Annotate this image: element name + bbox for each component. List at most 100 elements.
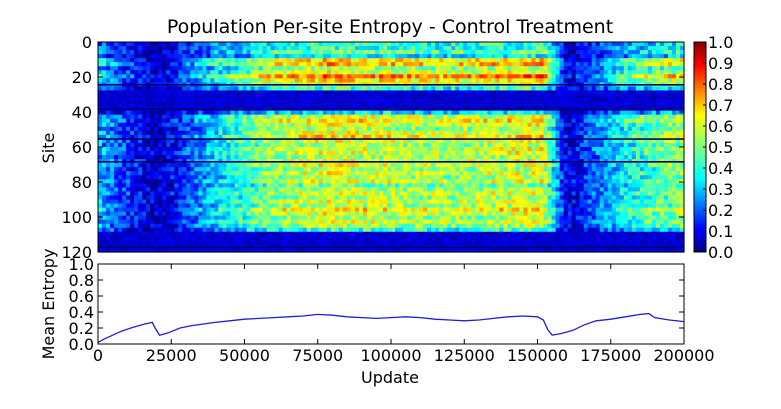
heatmap-cell — [318, 171, 324, 176]
heatmap-cell — [206, 151, 211, 156]
heatmap-cell — [154, 98, 159, 104]
heatmap-cell — [543, 138, 549, 144]
heatmap-cell — [599, 102, 605, 108]
heatmap-cell — [611, 118, 617, 124]
heatmap-cell — [451, 90, 456, 96]
heatmap-cell — [246, 66, 252, 71]
heatmap-cell — [338, 98, 344, 104]
heatmap-cell — [431, 171, 436, 176]
heatmap-cell — [382, 46, 388, 51]
heatmap-cell — [298, 90, 304, 96]
heatmap-cell — [495, 62, 500, 67]
heatmap-cell — [338, 50, 344, 55]
heatmap-cell — [194, 70, 199, 75]
heatmap-cell — [395, 70, 400, 75]
heatmap-cell — [270, 114, 276, 120]
heatmap-cell — [491, 155, 496, 160]
heatmap-cell — [294, 171, 300, 176]
heatmap-cell — [475, 122, 480, 128]
heatmap-cell — [531, 90, 537, 96]
heatmap-cell — [322, 46, 328, 51]
heatmap-cell — [563, 66, 569, 71]
heatmap-cell — [158, 42, 163, 47]
heatmap-cell — [519, 155, 525, 160]
heatmap-cell — [671, 147, 677, 152]
heatmap-cell — [655, 147, 661, 152]
heatmap-cell — [274, 126, 280, 132]
heatmap-cell — [102, 66, 107, 71]
heatmap-cell — [519, 167, 525, 172]
heatmap-cell — [138, 46, 143, 51]
heatmap-cell — [439, 163, 444, 168]
heatmap-cell — [619, 46, 625, 51]
heatmap-cell — [282, 151, 288, 156]
heatmap-cell — [515, 167, 521, 172]
heatmap-cell — [539, 58, 545, 63]
heatmap-cell — [238, 42, 244, 47]
heatmap-cell — [142, 62, 147, 67]
heatmap-cell — [443, 98, 448, 104]
heatmap-cell — [222, 171, 228, 176]
heatmap-cell — [266, 90, 272, 96]
heatmap-cell — [675, 46, 681, 51]
heatmap-cell — [102, 138, 107, 144]
heatmap-cell — [479, 46, 484, 51]
heatmap-cell — [527, 147, 533, 152]
heatmap-cell — [302, 114, 308, 120]
heatmap-cell — [439, 134, 444, 140]
heatmap-cell — [226, 62, 232, 67]
heatmap-cell — [182, 42, 187, 47]
heatmap-cell — [154, 147, 159, 152]
heatmap-cell — [310, 90, 316, 96]
heatmap-cell — [374, 90, 380, 96]
heatmap-cell — [663, 163, 669, 168]
heatmap-cell — [539, 114, 545, 120]
heatmap-cell — [455, 94, 460, 100]
heatmap-cell — [106, 130, 111, 136]
heatmap-cell — [419, 142, 424, 148]
heatmap-cell — [378, 78, 384, 83]
heatmap-cell — [170, 114, 175, 120]
heatmap-cell — [226, 163, 232, 168]
heatmap-cell — [431, 86, 436, 92]
heatmap-cell — [463, 126, 468, 132]
heatmap-cell — [475, 42, 480, 47]
heatmap-cell — [523, 58, 529, 63]
heatmap-cell — [286, 42, 292, 47]
heatmap-cell — [559, 94, 565, 100]
heatmap-cell — [555, 126, 561, 132]
heatmap-cell — [583, 138, 589, 144]
heatmap-cell — [655, 70, 661, 75]
heatmap-cell — [395, 171, 400, 176]
heatmap-cell — [230, 78, 236, 83]
heatmap-cell — [395, 74, 400, 79]
heatmap-cell — [262, 167, 268, 172]
heatmap-cell — [563, 74, 569, 79]
heatmap-cell — [503, 134, 508, 140]
heatmap-cell — [639, 98, 645, 104]
heatmap-cell — [206, 175, 211, 180]
heatmap-cell — [278, 62, 284, 67]
heatmap-cell — [314, 171, 320, 176]
heatmap-cell — [278, 138, 284, 144]
heatmap-cell — [230, 66, 236, 71]
heatmap-cell — [635, 94, 641, 100]
heatmap-cell — [262, 78, 268, 83]
heatmap-cell — [350, 90, 356, 96]
heatmap-cell — [491, 78, 496, 83]
heatmap-cell — [98, 46, 103, 51]
heatmap-cell — [198, 179, 203, 184]
heatmap-cell — [294, 98, 300, 104]
heatmap-cell — [519, 163, 525, 168]
heatmap-cell — [403, 110, 408, 116]
heatmap-cell — [475, 126, 480, 132]
heatmap-cell — [579, 122, 585, 128]
heatmap-cell — [631, 102, 637, 108]
heatmap-cell — [186, 50, 191, 55]
heatmap-cell — [643, 46, 649, 51]
heatmap-cell — [607, 171, 613, 176]
heatmap-cell — [346, 94, 352, 100]
heatmap-cell — [102, 54, 107, 59]
heatmap-cell — [126, 142, 131, 148]
heatmap-cell — [122, 74, 127, 79]
